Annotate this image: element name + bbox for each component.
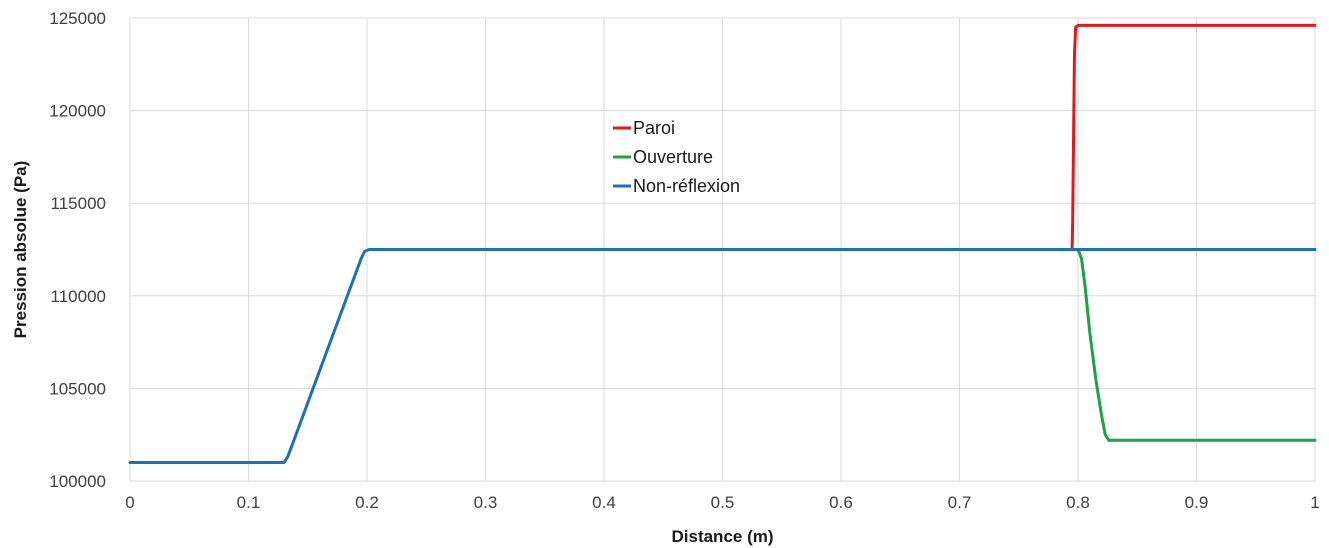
x-tick-label: 0.1 [237,493,261,512]
y-tick-labels: 100000 105000 110000 115000 120000 125000 [49,9,106,491]
series-line-1 [1070,23,1317,251]
x-tick-label: 0.8 [1066,493,1090,512]
y-tick-label: 110000 [51,287,106,306]
legend-label: Ouverture [633,147,713,167]
series-layer [128,23,1317,464]
legend: Paroi Ouverture Non-réflexion [613,118,740,196]
legend-label: Non-réflexion [633,176,740,196]
y-tick-label: 115000 [51,194,106,213]
y-tick-label: 100000 [49,472,106,491]
x-tick-label: 0.4 [592,493,616,512]
x-tick-label: 0.3 [474,493,498,512]
legend-label: Paroi [633,118,675,138]
series-line-3 [128,248,1317,464]
y-tick-label: 120000 [49,102,106,121]
x-tick-label: 0.2 [355,493,379,512]
x-tick-label: 0.6 [829,493,853,512]
x-tick-label: 0.9 [1185,493,1209,512]
x-tick-label: 0.7 [948,493,972,512]
x-tick-label: 0 [125,493,134,512]
x-axis-title: Distance (m) [671,527,773,546]
series-line-2 [1070,248,1317,442]
x-tick-labels: 0 0.1 0.2 0.3 0.4 0.5 0.6 0.7 0.8 0.9 1 [125,493,1319,512]
y-tick-label: 105000 [49,379,106,398]
y-tick-label: 125000 [49,9,106,28]
x-tick-label: 1 [1310,493,1319,512]
y-axis-title: Pression absolue (Pa) [11,161,30,339]
x-tick-label: 0.5 [711,493,735,512]
